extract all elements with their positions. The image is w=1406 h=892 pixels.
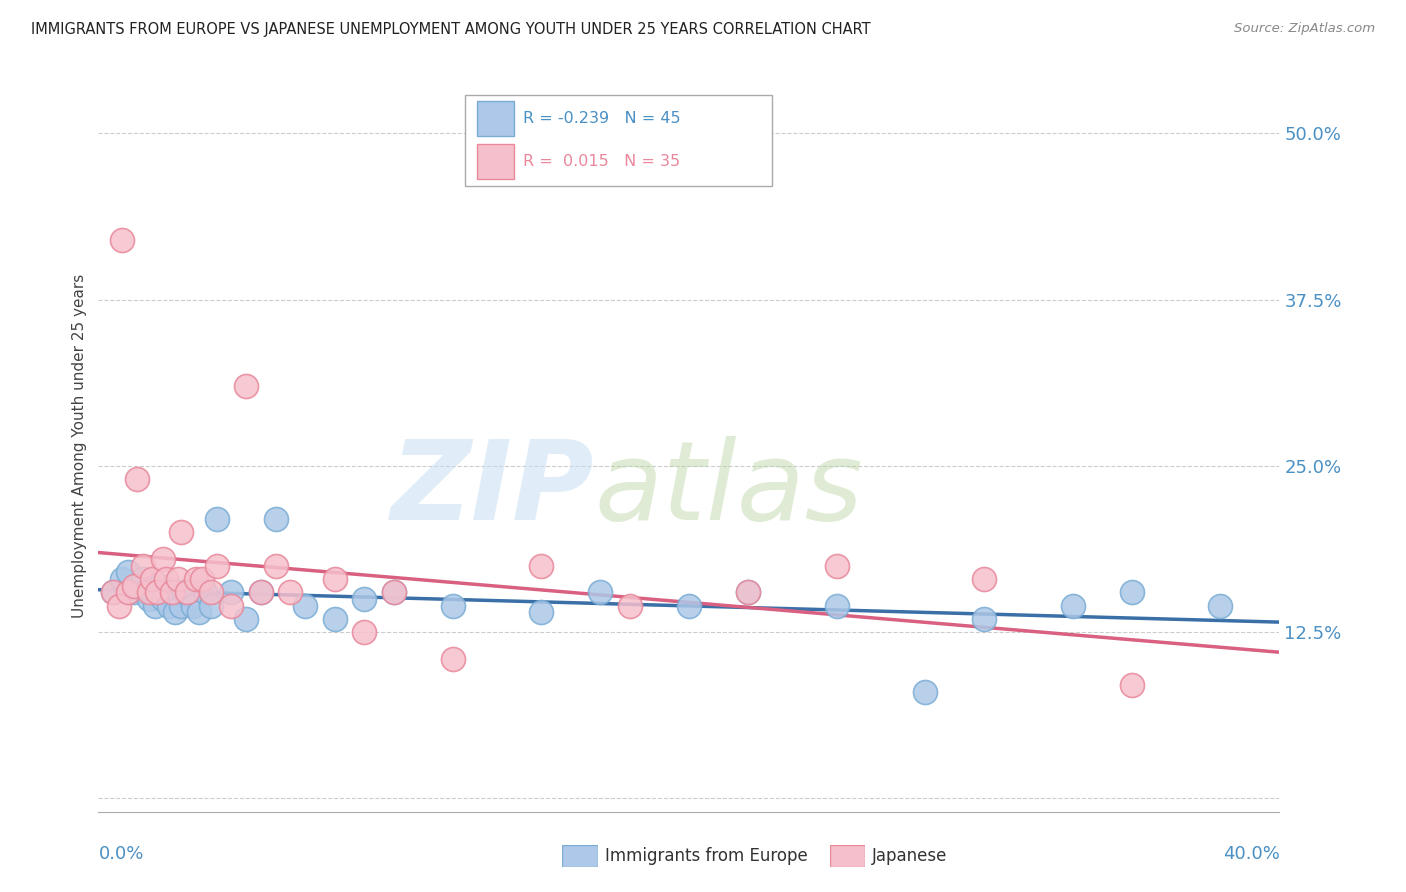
Point xyxy=(1121,585,1143,599)
Point xyxy=(221,599,243,613)
Point xyxy=(117,566,139,580)
Point xyxy=(914,685,936,699)
Point xyxy=(441,599,464,613)
Point xyxy=(155,572,177,586)
Point xyxy=(141,585,163,599)
Point xyxy=(117,585,139,599)
Point xyxy=(184,572,207,586)
Point xyxy=(441,652,464,666)
Point xyxy=(173,585,195,599)
Point xyxy=(138,585,160,599)
Point xyxy=(162,585,183,599)
Point xyxy=(146,585,169,599)
Point xyxy=(973,612,995,626)
Point xyxy=(125,472,148,486)
Point xyxy=(1209,599,1232,613)
Point xyxy=(122,585,145,599)
Point xyxy=(264,512,287,526)
Point xyxy=(235,379,257,393)
Point xyxy=(152,591,174,606)
Point xyxy=(323,612,346,626)
Point xyxy=(530,558,553,573)
Point xyxy=(170,599,193,613)
Point xyxy=(235,612,257,626)
Point xyxy=(191,572,214,586)
Text: 40.0%: 40.0% xyxy=(1223,845,1279,863)
Point xyxy=(825,558,848,573)
Point xyxy=(111,233,134,247)
Point xyxy=(194,585,217,599)
Point xyxy=(200,599,222,613)
Point xyxy=(157,599,180,613)
Text: Japanese: Japanese xyxy=(872,847,948,865)
Point xyxy=(678,599,700,613)
Point xyxy=(176,585,198,599)
Point xyxy=(125,579,148,593)
Point xyxy=(353,591,375,606)
Point xyxy=(135,585,157,599)
Text: atlas: atlas xyxy=(595,436,863,543)
Point xyxy=(176,585,198,599)
Point xyxy=(250,585,273,599)
Point xyxy=(382,585,405,599)
Point xyxy=(737,585,759,599)
Point xyxy=(132,558,155,573)
Point xyxy=(162,585,183,599)
Point xyxy=(152,552,174,566)
Point xyxy=(382,585,405,599)
Text: 0.0%: 0.0% xyxy=(98,845,143,863)
Text: IMMIGRANTS FROM EUROPE VS JAPANESE UNEMPLOYMENT AMONG YOUTH UNDER 25 YEARS CORRE: IMMIGRANTS FROM EUROPE VS JAPANESE UNEMP… xyxy=(31,22,870,37)
Point xyxy=(141,572,163,586)
Text: Source: ZipAtlas.com: Source: ZipAtlas.com xyxy=(1234,22,1375,36)
Point xyxy=(205,512,228,526)
Point xyxy=(825,599,848,613)
Point xyxy=(619,599,641,613)
Point xyxy=(146,585,169,599)
Point xyxy=(103,585,125,599)
Point xyxy=(221,585,243,599)
Point xyxy=(181,599,204,613)
Text: ZIP: ZIP xyxy=(391,436,595,543)
Point xyxy=(187,605,209,619)
Point xyxy=(973,572,995,586)
Point xyxy=(108,599,131,613)
Point xyxy=(323,572,346,586)
Point xyxy=(138,591,160,606)
Point xyxy=(737,585,759,599)
Point xyxy=(280,585,302,599)
Point xyxy=(132,572,155,586)
Point xyxy=(353,625,375,640)
Point xyxy=(167,572,190,586)
Point xyxy=(200,585,222,599)
Y-axis label: Unemployment Among Youth under 25 years: Unemployment Among Youth under 25 years xyxy=(72,274,87,618)
Point xyxy=(205,558,228,573)
Point xyxy=(155,585,177,599)
Point xyxy=(1121,678,1143,692)
Point xyxy=(165,605,187,619)
Point xyxy=(143,599,166,613)
Point xyxy=(250,585,273,599)
Point xyxy=(122,579,145,593)
Point xyxy=(167,585,190,599)
Text: Immigrants from Europe: Immigrants from Europe xyxy=(605,847,807,865)
Point xyxy=(111,572,134,586)
Point xyxy=(1062,599,1084,613)
Point xyxy=(589,585,612,599)
Point xyxy=(294,599,316,613)
Point xyxy=(530,605,553,619)
Point xyxy=(149,579,172,593)
Point xyxy=(103,585,125,599)
Point xyxy=(264,558,287,573)
Point xyxy=(170,525,193,540)
